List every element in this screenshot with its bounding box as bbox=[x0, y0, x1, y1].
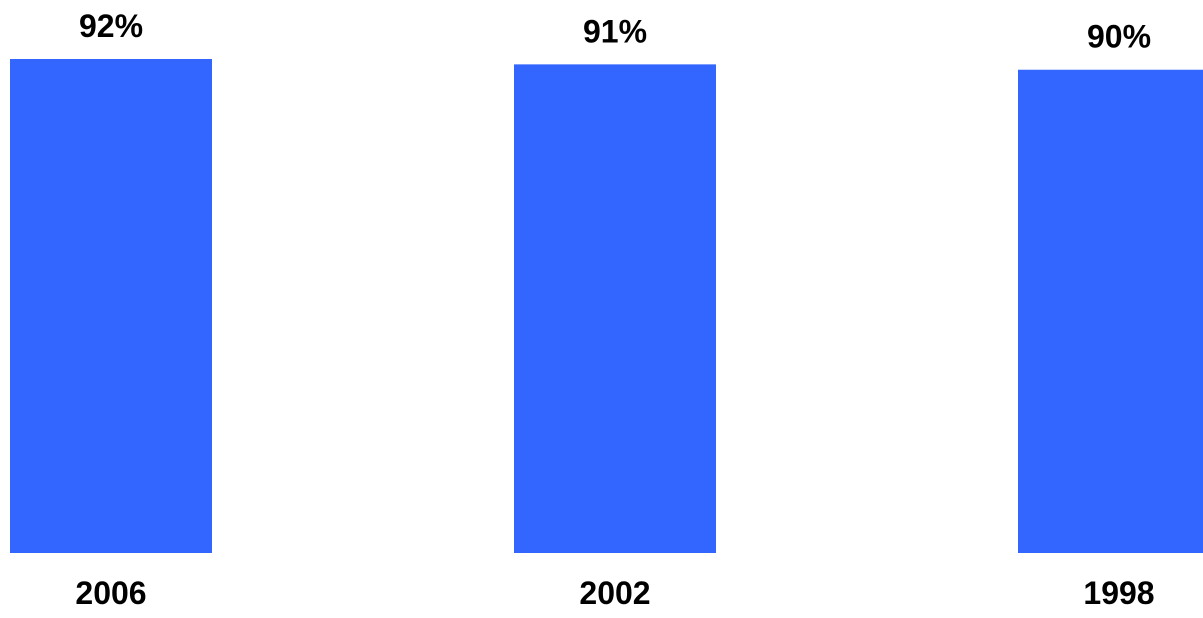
bar-1998 bbox=[1018, 69, 1203, 553]
category-label-1998: 1998 bbox=[1083, 575, 1154, 611]
value-label-2006: 92% bbox=[79, 8, 143, 44]
category-label-2002: 2002 bbox=[579, 575, 650, 611]
bars-group bbox=[10, 59, 1203, 553]
category-label-2006: 2006 bbox=[75, 575, 146, 611]
value-label-1998: 90% bbox=[1087, 19, 1151, 55]
bar-2006 bbox=[10, 59, 212, 553]
bar-2002 bbox=[514, 64, 716, 553]
category-labels-group: 2006 2002 1998 bbox=[75, 575, 1154, 611]
value-labels-group: 92% 91% 90% bbox=[79, 8, 1151, 55]
value-label-2002: 91% bbox=[583, 13, 647, 49]
